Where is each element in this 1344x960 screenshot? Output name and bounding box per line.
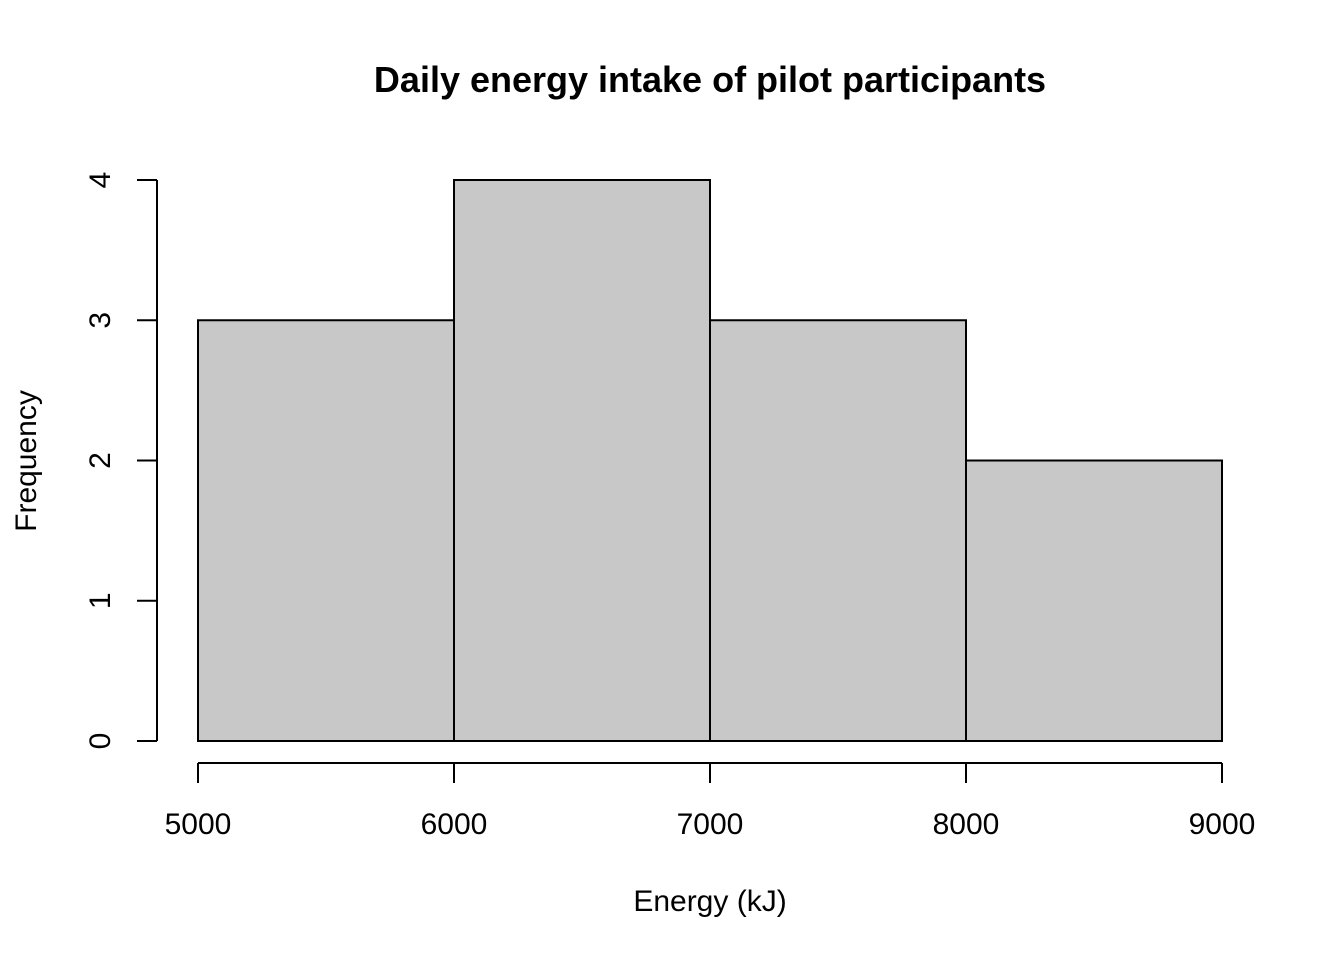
x-tick-label: 6000: [421, 808, 488, 841]
y-tick-label: 4: [84, 172, 117, 189]
x-tick-label: 9000: [1189, 808, 1256, 841]
histogram-bar: [709, 319, 967, 742]
histogram-bar: [197, 319, 455, 742]
x-tick-label: 7000: [677, 808, 744, 841]
y-axis: 0 1 2 3 4: [84, 172, 158, 750]
x-tick-label: 5000: [165, 808, 232, 841]
y-tick-label: 3: [84, 312, 117, 329]
y-tick-label: 1: [84, 592, 117, 609]
y-tick-label: 0: [84, 733, 117, 750]
x-axis-label: Energy (kJ): [633, 885, 786, 918]
x-axis: 5000 6000 7000 8000 9000: [165, 762, 1256, 841]
histogram-bar: [453, 179, 711, 742]
histogram-bar: [965, 459, 1223, 742]
chart-title: Daily energy intake of pilot participant…: [374, 59, 1046, 100]
y-tick-label: 2: [84, 452, 117, 469]
bars-group: [197, 179, 1223, 742]
y-axis-label: Frequency: [10, 390, 43, 532]
x-tick-label: 8000: [933, 808, 1000, 841]
